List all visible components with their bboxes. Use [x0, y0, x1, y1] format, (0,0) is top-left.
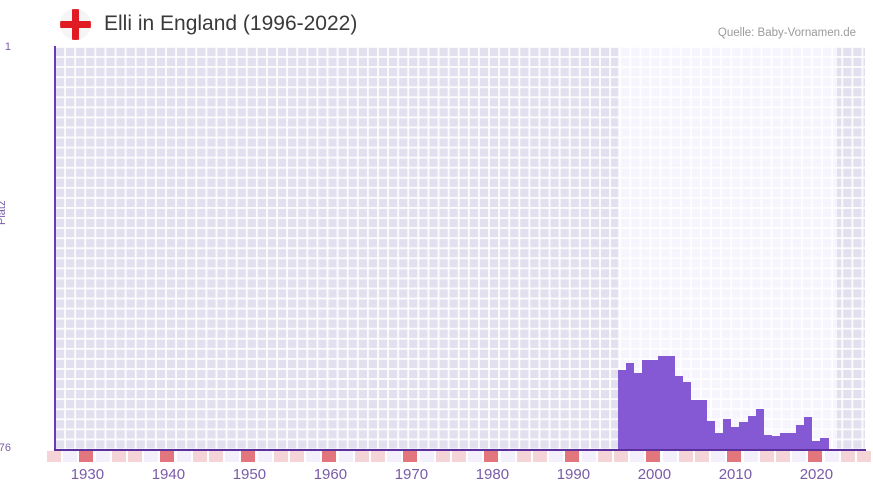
- x-axis-tick-label: 1950: [232, 466, 267, 483]
- x-axis-tick-cell: [160, 451, 175, 462]
- y-axis-line: [54, 46, 56, 451]
- bar[interactable]: [804, 417, 813, 450]
- x-axis-tick-cell: [63, 451, 78, 462]
- bar[interactable]: [617, 370, 627, 450]
- bar[interactable]: [658, 356, 667, 450]
- x-axis-tick-cell: [225, 451, 240, 462]
- bar[interactable]: [731, 427, 740, 450]
- x-axis-tick-cell: [727, 451, 742, 462]
- bar[interactable]: [812, 441, 821, 450]
- bar[interactable]: [674, 376, 683, 450]
- x-axis-tick-cell: [322, 451, 337, 462]
- x-axis-tick-label: 1940: [151, 466, 186, 483]
- x-axis-tick-label: 1970: [394, 466, 429, 483]
- x-axis-tick-cell: [370, 451, 386, 462]
- bar[interactable]: [650, 360, 659, 450]
- x-axis-tick-cell: [662, 451, 677, 462]
- x-axis-tick-cell: [468, 451, 483, 462]
- x-axis-tick-label: 1980: [475, 466, 510, 483]
- x-axis-tick-cell: [79, 451, 94, 462]
- x-axis-tick-cell: [597, 451, 612, 462]
- x-axis-tick-cell: [435, 451, 450, 462]
- plot-area: [55, 47, 865, 450]
- bar[interactable]: [739, 422, 748, 450]
- y-axis-tick-top: 1: [4, 41, 11, 53]
- source-label: Quelle: Baby-Vornamen.de: [717, 27, 856, 39]
- x-axis-tick-cell: [743, 451, 758, 462]
- bar[interactable]: [763, 435, 772, 450]
- x-axis-tick-cell: [192, 451, 207, 462]
- x-axis-tick-cell: [273, 451, 288, 462]
- x-axis-tick-cell: [111, 451, 126, 462]
- bar[interactable]: [747, 416, 756, 450]
- x-axis-tick-cell: [759, 451, 774, 462]
- x-axis-tick-cell: [144, 451, 159, 462]
- x-axis-tick-cell: [840, 451, 855, 462]
- x-axis-tick-cell: [208, 451, 224, 462]
- x-axis-tick-cell: [532, 451, 548, 462]
- chart-header: Elli in England (1996-2022) Quelle: Baby…: [0, 0, 873, 46]
- bar[interactable]: [755, 409, 764, 450]
- bar[interactable]: [796, 425, 805, 450]
- x-axis-tick-label: 1960: [313, 466, 348, 483]
- x-axis-tick-cell: [241, 451, 256, 462]
- x-axis-tick-cell: [613, 451, 629, 462]
- england-flag-icon: [60, 9, 91, 40]
- bar[interactable]: [682, 382, 691, 450]
- x-axis-tick-cell: [775, 451, 791, 462]
- x-axis-tick-cell: [306, 451, 321, 462]
- x-axis-tick-cell: [516, 451, 531, 462]
- bar[interactable]: [715, 433, 724, 450]
- bar[interactable]: [634, 373, 643, 450]
- x-axis-tick-cell: [95, 451, 110, 462]
- x-axis-tick-cell: [678, 451, 693, 462]
- x-axis-tick-cell: [387, 451, 402, 462]
- bar[interactable]: [820, 438, 829, 450]
- x-axis-tick-cell: [808, 451, 823, 462]
- x-axis-tick-cell: [646, 451, 661, 462]
- x-axis-tick-cell: [711, 451, 726, 462]
- x-axis-tick-label: 1990: [556, 466, 591, 483]
- x-axis-tick-cell: [856, 451, 872, 462]
- bar[interactable]: [779, 433, 789, 450]
- x-axis-line: [54, 449, 866, 451]
- x-axis-tick-cell: [176, 451, 191, 462]
- x-axis-tick-cell: [257, 451, 272, 462]
- x-axis-tick-label: 1930: [70, 466, 105, 483]
- x-axis-tick-cell: [451, 451, 467, 462]
- y-axis-title: Platz: [0, 200, 8, 225]
- x-axis-tick-cell: [581, 451, 596, 462]
- x-axis-tick-cell: [565, 451, 580, 462]
- x-axis-tick-label: 2000: [637, 466, 672, 483]
- x-axis-tick-cell: [824, 451, 839, 462]
- x-axis-tick-strip: [46, 451, 872, 462]
- x-axis-tick-cell: [46, 451, 62, 462]
- x-axis-tick-cell: [500, 451, 515, 462]
- bar[interactable]: [723, 419, 732, 450]
- bar[interactable]: [642, 360, 651, 450]
- bar[interactable]: [707, 421, 716, 450]
- x-axis-tick-cell: [289, 451, 305, 462]
- x-axis-tick-cell: [484, 451, 499, 462]
- bar[interactable]: [788, 433, 797, 450]
- bar[interactable]: [698, 400, 708, 450]
- bar[interactable]: [690, 400, 699, 450]
- x-axis-tick-cell: [694, 451, 710, 462]
- x-axis-tick-cell: [792, 451, 807, 462]
- x-axis-tick-label: 2020: [799, 466, 834, 483]
- x-axis-tick-cell: [419, 451, 434, 462]
- x-axis-tick-cell: [354, 451, 369, 462]
- x-axis-tick-cell: [549, 451, 564, 462]
- bar[interactable]: [626, 363, 635, 450]
- bar[interactable]: [771, 436, 780, 450]
- chart-title: Elli in England (1996-2022): [104, 12, 358, 35]
- x-axis-tick-cell: [127, 451, 143, 462]
- x-axis-tick-cell: [630, 451, 645, 462]
- x-axis-tick-label: 2010: [718, 466, 753, 483]
- bar[interactable]: [666, 356, 675, 450]
- x-axis-tick-cell: [403, 451, 418, 462]
- y-axis-tick-bottom: 5876: [0, 442, 11, 454]
- x-axis-tick-cell: [338, 451, 353, 462]
